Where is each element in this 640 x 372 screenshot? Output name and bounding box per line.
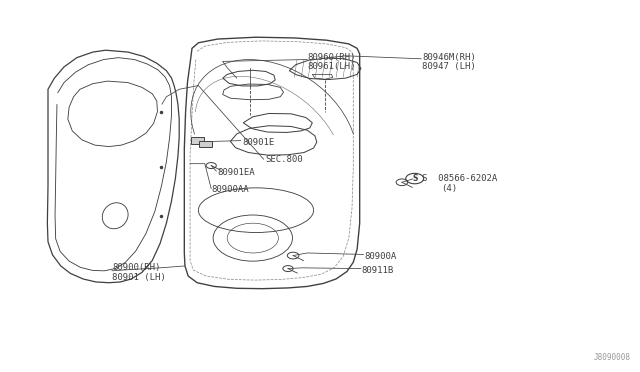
Text: 80946M(RH): 80946M(RH) [422, 53, 476, 62]
Text: 80901 (LH): 80901 (LH) [112, 273, 166, 282]
Text: 80900(RH): 80900(RH) [112, 263, 161, 272]
FancyBboxPatch shape [199, 141, 212, 147]
Text: S: S [412, 174, 417, 183]
Text: 80947 (LH): 80947 (LH) [422, 62, 476, 71]
Text: 80900AA: 80900AA [211, 185, 249, 194]
Text: 80900A: 80900A [365, 252, 397, 261]
Text: 80960(RH): 80960(RH) [307, 53, 356, 62]
Text: 80901E: 80901E [242, 138, 274, 147]
Text: S  08566-6202A: S 08566-6202A [422, 174, 498, 183]
Text: 80901EA: 80901EA [218, 169, 255, 177]
Text: 80961(LH): 80961(LH) [307, 62, 356, 71]
Text: 80911B: 80911B [362, 266, 394, 275]
Text: SEC.800: SEC.800 [266, 155, 303, 164]
Text: (4): (4) [442, 185, 458, 193]
FancyBboxPatch shape [191, 137, 204, 144]
Text: J8090008: J8090008 [593, 353, 630, 362]
